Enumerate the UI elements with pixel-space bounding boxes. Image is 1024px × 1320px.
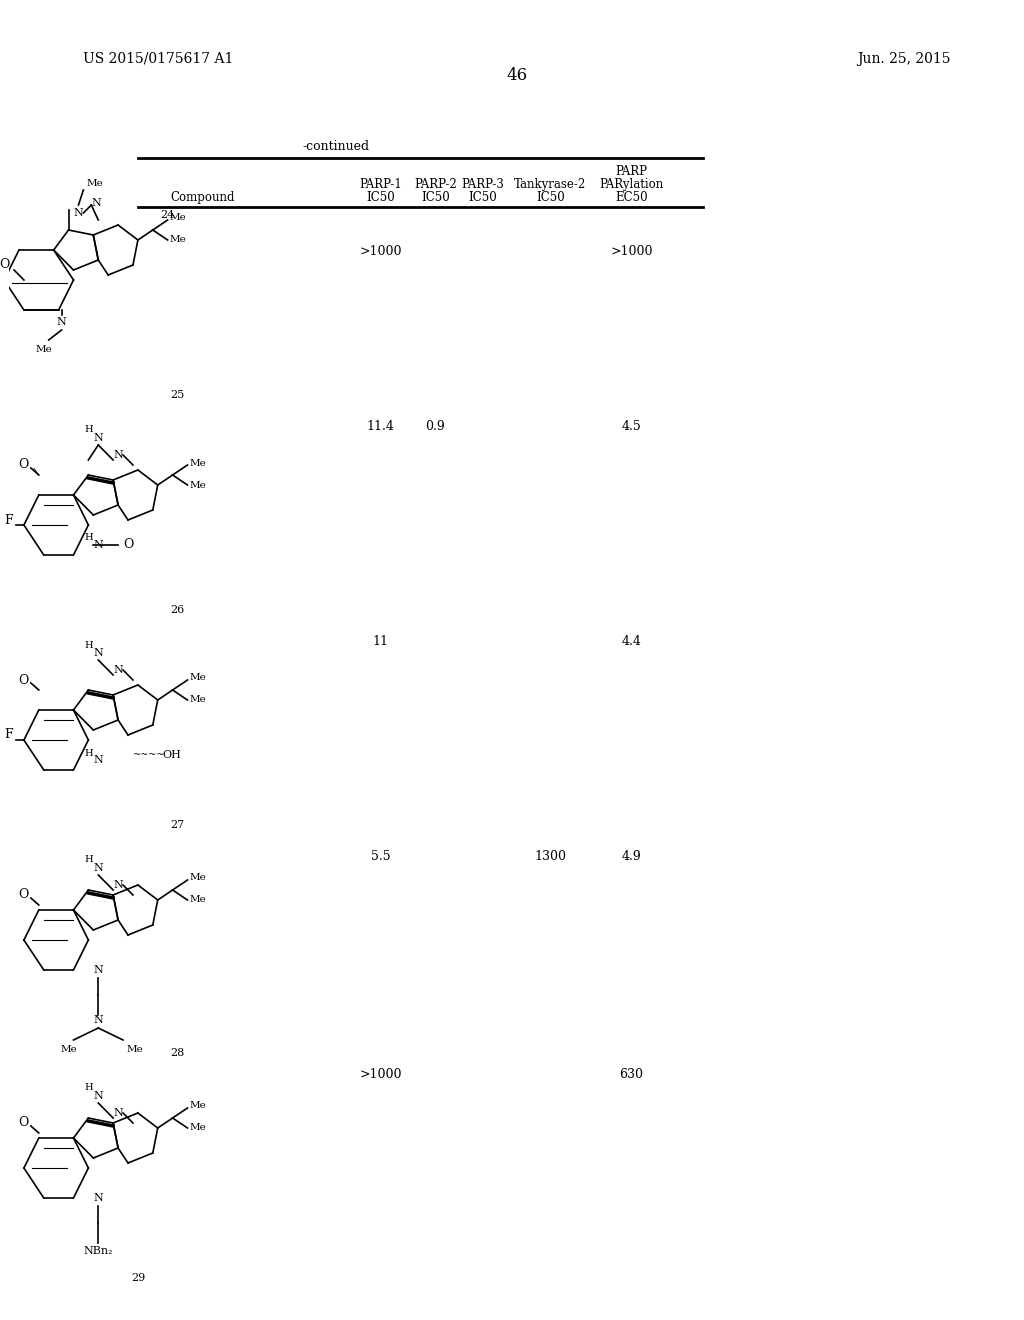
- Text: 1300: 1300: [535, 850, 566, 863]
- Text: N: N: [93, 1193, 103, 1203]
- Text: H: H: [84, 533, 92, 543]
- Text: Me: Me: [36, 345, 52, 354]
- Text: Me: Me: [189, 458, 206, 467]
- Text: 28: 28: [170, 1048, 184, 1059]
- Text: Compound: Compound: [170, 191, 234, 205]
- Text: 4.4: 4.4: [622, 635, 641, 648]
- Text: Me: Me: [189, 895, 206, 904]
- Text: H: H: [84, 748, 92, 758]
- Text: PARP: PARP: [615, 165, 647, 178]
- Text: H: H: [84, 1084, 92, 1093]
- Text: -continued: -continued: [302, 140, 370, 153]
- Text: OH: OH: [163, 750, 181, 760]
- Text: Me: Me: [189, 673, 206, 682]
- Text: NBn₂: NBn₂: [84, 1246, 113, 1257]
- Text: PARP-1: PARP-1: [359, 178, 402, 191]
- Text: Me: Me: [189, 480, 206, 490]
- Text: Me: Me: [170, 214, 186, 223]
- Text: N: N: [93, 755, 103, 766]
- Text: 29: 29: [131, 1272, 145, 1283]
- Text: N: N: [93, 1015, 103, 1026]
- Text: 26: 26: [170, 605, 184, 615]
- Text: ~~~~: ~~~~: [133, 751, 166, 759]
- Text: N: N: [74, 209, 83, 218]
- Text: 25: 25: [170, 389, 184, 400]
- Text: O: O: [123, 539, 133, 552]
- Text: N: N: [56, 317, 67, 327]
- Text: IC50: IC50: [468, 191, 498, 205]
- Text: PARP-3: PARP-3: [462, 178, 504, 191]
- Text: F: F: [5, 729, 13, 742]
- Text: >1000: >1000: [610, 246, 652, 257]
- Text: Me: Me: [189, 874, 206, 883]
- Text: N: N: [93, 1092, 103, 1101]
- Text: 630: 630: [620, 1068, 643, 1081]
- Text: Tankyrase-2: Tankyrase-2: [514, 178, 587, 191]
- Text: O: O: [18, 888, 29, 902]
- Text: Me: Me: [60, 1045, 77, 1053]
- Text: US 2015/0175617 A1: US 2015/0175617 A1: [83, 51, 233, 66]
- Text: Me: Me: [189, 1123, 206, 1133]
- Text: Me: Me: [189, 696, 206, 705]
- Text: PARylation: PARylation: [599, 178, 664, 191]
- Text: Me: Me: [170, 235, 186, 244]
- Text: Me: Me: [189, 1101, 206, 1110]
- Text: N: N: [114, 1107, 123, 1118]
- Text: H: H: [84, 855, 92, 865]
- Text: IC50: IC50: [536, 191, 564, 205]
- Text: N: N: [93, 648, 103, 657]
- Text: N: N: [114, 665, 123, 675]
- Text: H: H: [84, 425, 92, 434]
- Text: N: N: [114, 880, 123, 890]
- Text: 5.5: 5.5: [371, 850, 390, 863]
- Text: 27: 27: [170, 820, 184, 830]
- Text: Jun. 25, 2015: Jun. 25, 2015: [857, 51, 950, 66]
- Text: N: N: [93, 433, 103, 444]
- Text: 24: 24: [161, 210, 175, 220]
- Text: Me: Me: [86, 178, 103, 187]
- Text: N: N: [93, 965, 103, 975]
- Text: H: H: [84, 640, 92, 649]
- Text: 0.9: 0.9: [425, 420, 445, 433]
- Text: 46: 46: [506, 67, 527, 84]
- Text: >1000: >1000: [359, 246, 402, 257]
- Text: >1000: >1000: [359, 1068, 402, 1081]
- Text: O: O: [18, 458, 29, 471]
- Text: O: O: [0, 259, 9, 272]
- Text: 4.9: 4.9: [622, 850, 641, 863]
- Text: IC50: IC50: [367, 191, 395, 205]
- Text: 11: 11: [373, 635, 389, 648]
- Text: N: N: [93, 863, 103, 873]
- Text: PARP-2: PARP-2: [414, 178, 457, 191]
- Text: Me: Me: [126, 1045, 142, 1053]
- Text: IC50: IC50: [421, 191, 450, 205]
- Text: N: N: [114, 450, 123, 459]
- Text: O: O: [18, 673, 29, 686]
- Text: O: O: [18, 1117, 29, 1130]
- Text: 4.5: 4.5: [622, 420, 641, 433]
- Text: EC50: EC50: [615, 191, 648, 205]
- Text: F: F: [5, 513, 13, 527]
- Text: N: N: [91, 198, 101, 209]
- Text: 11.4: 11.4: [367, 420, 394, 433]
- Text: N: N: [93, 540, 103, 550]
